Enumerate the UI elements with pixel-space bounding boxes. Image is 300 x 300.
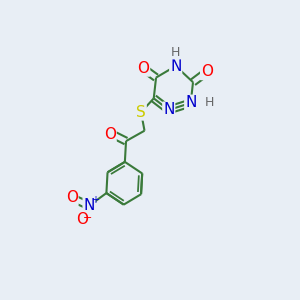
Text: O: O [201, 64, 213, 79]
Text: +: + [91, 195, 99, 205]
Text: N: N [163, 102, 175, 117]
Text: H: H [205, 97, 214, 110]
Text: H: H [171, 46, 180, 59]
Text: −: − [83, 214, 93, 224]
Text: O: O [137, 61, 149, 76]
Text: N: N [185, 95, 196, 110]
Text: S: S [136, 105, 146, 120]
Text: N: N [83, 198, 95, 213]
Text: N: N [170, 58, 182, 74]
Text: O: O [66, 190, 78, 205]
Text: O: O [76, 212, 88, 227]
Text: O: O [104, 127, 116, 142]
